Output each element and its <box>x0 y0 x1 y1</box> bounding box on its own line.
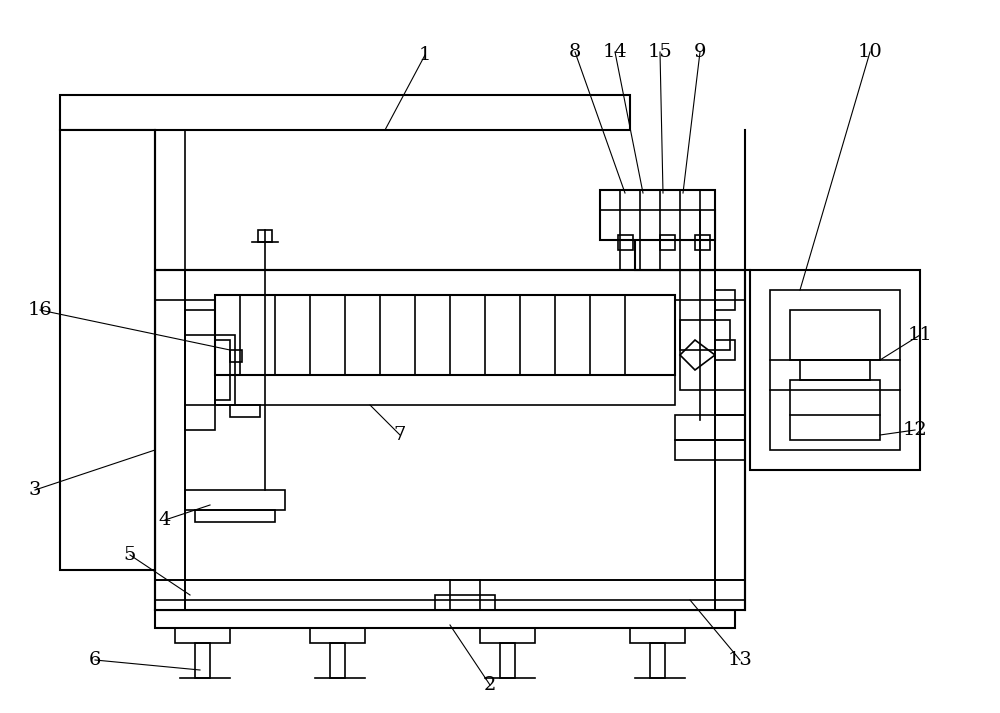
Text: 13: 13 <box>728 651 752 669</box>
Bar <box>195 643 210 678</box>
Text: 8: 8 <box>569 43 581 61</box>
Bar <box>715 290 735 310</box>
Bar <box>715 270 745 610</box>
Text: 14: 14 <box>603 43 627 61</box>
Bar <box>175 628 230 643</box>
Bar <box>330 643 345 678</box>
Bar <box>680 320 730 350</box>
Bar <box>500 643 515 678</box>
Text: 15: 15 <box>648 43 672 61</box>
Bar <box>630 628 685 643</box>
Bar <box>675 415 745 440</box>
Bar <box>650 643 665 678</box>
Text: 16: 16 <box>28 301 52 319</box>
Bar <box>790 380 880 440</box>
Bar <box>155 270 745 300</box>
Bar <box>790 310 880 360</box>
Bar <box>310 628 365 643</box>
Bar <box>215 295 675 375</box>
Bar <box>715 390 745 415</box>
Bar <box>480 628 535 643</box>
Text: 9: 9 <box>694 43 706 61</box>
Text: 3: 3 <box>29 481 41 499</box>
Bar <box>195 510 275 522</box>
Bar <box>155 270 745 610</box>
Bar <box>435 595 495 610</box>
Bar <box>155 610 735 628</box>
Bar <box>155 270 185 610</box>
Bar <box>230 350 242 362</box>
Text: 12: 12 <box>903 421 927 439</box>
Text: 2: 2 <box>484 676 496 694</box>
Bar <box>800 360 870 380</box>
Bar <box>680 270 715 390</box>
Bar <box>750 270 920 470</box>
Bar <box>215 340 230 400</box>
Bar <box>660 235 675 250</box>
Text: 11: 11 <box>908 326 932 344</box>
Text: 1: 1 <box>419 46 431 64</box>
Bar <box>185 490 285 510</box>
Bar <box>675 440 745 460</box>
Text: 4: 4 <box>159 511 171 529</box>
Bar <box>258 230 272 242</box>
Bar <box>60 95 630 130</box>
Bar <box>715 340 735 360</box>
Bar <box>155 580 745 610</box>
Text: 6: 6 <box>89 651 101 669</box>
Bar <box>770 290 900 450</box>
Bar <box>695 235 710 250</box>
Bar <box>600 190 715 240</box>
Text: 5: 5 <box>124 546 136 564</box>
Bar <box>635 210 715 270</box>
Bar <box>60 130 155 570</box>
Bar <box>185 335 235 405</box>
Text: 7: 7 <box>394 426 406 444</box>
Text: 10: 10 <box>858 43 882 61</box>
Bar <box>185 310 215 430</box>
Bar <box>618 235 633 250</box>
Bar <box>230 405 260 417</box>
Bar <box>215 375 675 405</box>
